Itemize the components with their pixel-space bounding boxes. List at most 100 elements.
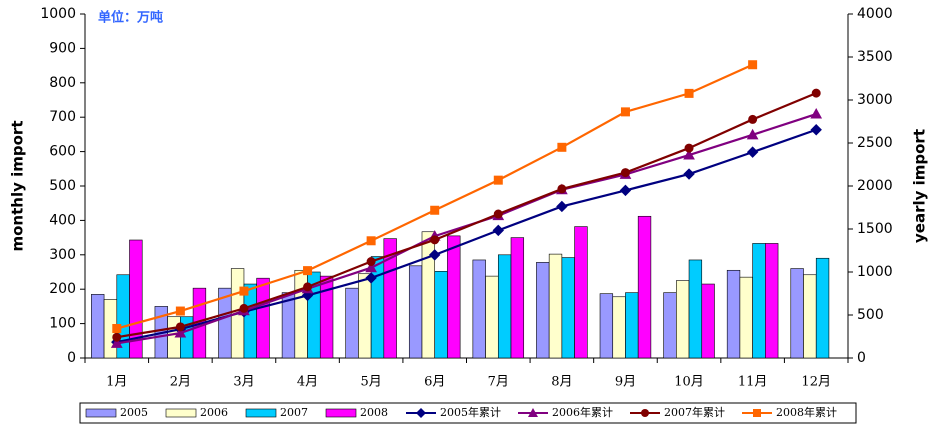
x-tick-label: 10月 [674,375,704,390]
legend-swatch [85,408,117,418]
y2-tick-label: 500 [857,307,884,323]
y2-tick-label: 2500 [857,135,893,151]
bar [599,293,614,359]
bar [383,238,397,359]
y2-tick-label: 3000 [857,92,893,108]
bar [726,269,741,359]
marker [492,224,504,237]
bar [548,253,563,359]
marker [303,266,313,276]
marker [429,249,441,261]
bar [790,268,804,359]
bar [803,274,817,359]
bar [663,292,677,359]
x-tick-label: 3月 [233,375,254,390]
legend-label: 2008 [360,406,388,419]
marker [683,168,695,180]
y2-tick-label: 0 [857,350,866,366]
marker [366,236,376,246]
marker [557,142,567,152]
marker [303,282,313,292]
marker [620,168,630,178]
marker [620,107,630,117]
legend-swatch [165,408,197,418]
marker [239,303,249,313]
marker [556,200,568,213]
legend-label: 2006年累计 [552,405,613,419]
bar [421,231,436,359]
bar [701,283,715,359]
x-tick-label: 12月 [801,375,831,390]
unit-annotation: 单位：万吨 [98,10,163,26]
y2-tick-label: 1000 [857,264,893,280]
marker [112,324,122,334]
y2-tick-label: 1500 [857,221,893,237]
x-tick-label: 6月 [424,375,445,390]
bar [256,277,270,359]
bar [752,243,766,359]
marker [748,60,758,70]
bar [345,287,359,359]
marker [619,184,632,197]
y-tick-label: 800 [49,75,76,91]
marker [175,306,185,316]
bar [485,275,499,359]
y-tick-label: 700 [49,109,76,125]
bar [319,275,334,359]
x-tick-label: 2月 [170,375,191,390]
marker [239,286,249,296]
marker [810,107,823,119]
bar [358,273,372,359]
marker [493,175,503,185]
legend-marker [753,409,761,417]
y-tick-label: 1000 [40,6,76,22]
marker [174,327,187,338]
marker [684,88,694,98]
marker [746,128,759,140]
bar [688,259,703,359]
marker [430,235,440,245]
bar [510,237,525,359]
x-tick-label: 4月 [297,375,318,390]
y-tick-label: 900 [49,40,76,56]
y-tick-label: 400 [49,212,76,228]
bar [612,296,626,359]
y-tick-label: 500 [49,178,76,194]
legend-label: 2007 [280,406,308,419]
marker [684,143,694,153]
legend-label: 2008年累计 [776,405,837,419]
bar [408,265,423,359]
marker [811,88,821,98]
marker [748,114,758,124]
bar [497,254,512,359]
legend-label: 2006 [200,406,228,419]
marker [366,257,376,267]
bar [434,271,448,359]
bar [472,259,486,359]
x-tick-label: 9月 [615,375,636,390]
legend-box [79,402,857,424]
marker [110,337,123,348]
bar [625,292,639,359]
marker [112,332,122,342]
bar [536,262,550,359]
x-tick-label: 8月 [551,375,572,390]
bar [815,257,830,359]
legend-marker [416,408,426,418]
legend-swatch [245,408,277,418]
legend-marker [528,408,538,417]
bar [765,243,779,359]
y2-tick-label: 2000 [857,178,893,194]
bar [676,280,690,359]
y-tick-label: 600 [49,144,76,160]
bar [447,235,461,359]
y-tick-label: 200 [49,281,76,297]
line [116,92,817,339]
marker [557,184,567,194]
y-axis-title: monthly import [9,121,27,252]
y-tick-label: 300 [49,247,76,263]
marker [746,146,759,158]
x-tick-label: 5月 [360,375,381,390]
marker [365,272,377,284]
